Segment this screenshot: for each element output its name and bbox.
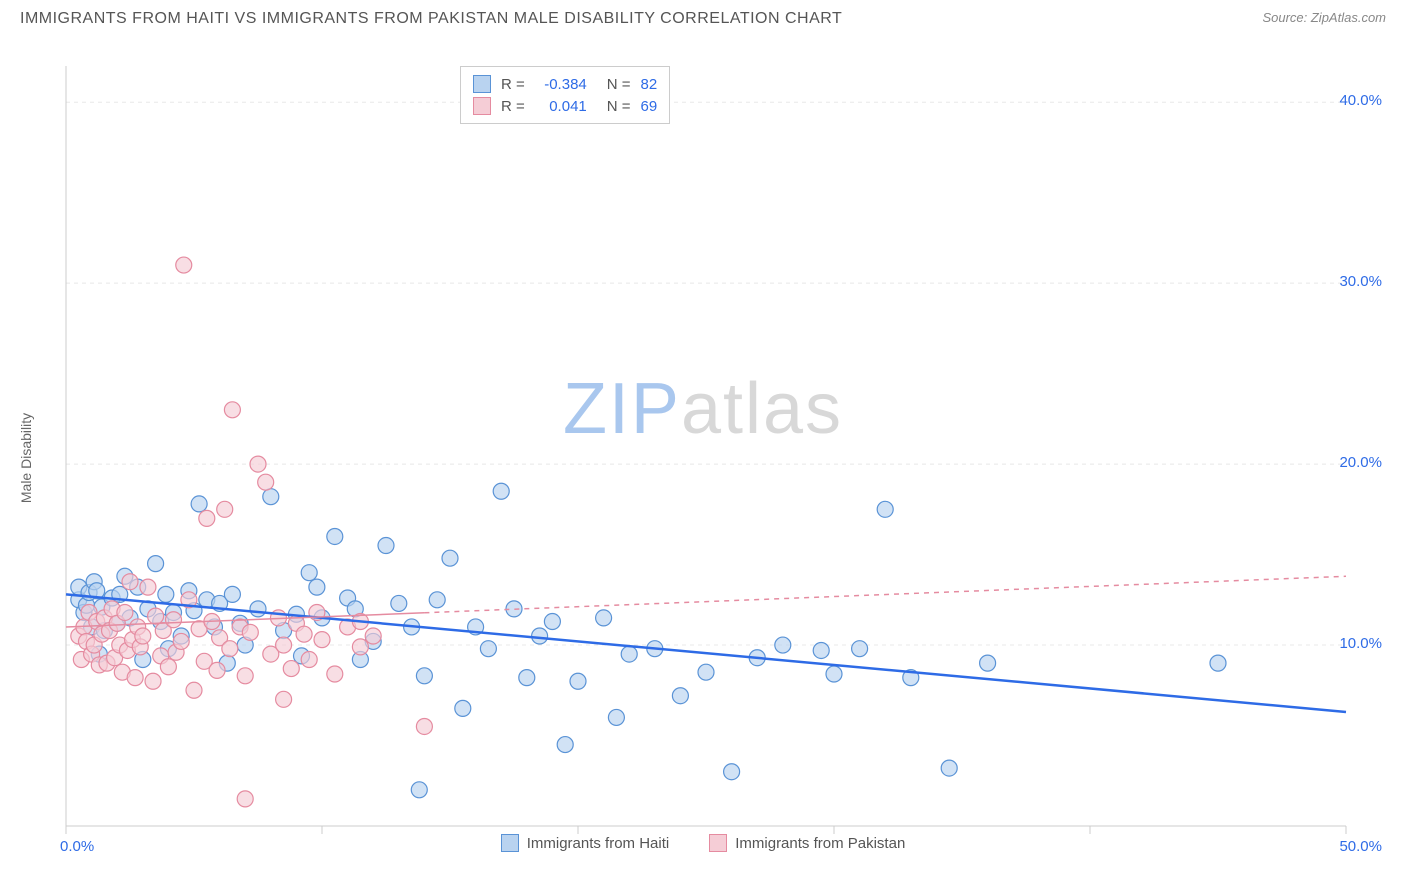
y-axis-label: Male Disability [18, 413, 34, 503]
legend-label: Immigrants from Haiti [527, 835, 670, 852]
corr-row-haiti: R = -0.384 N = 82 [473, 73, 657, 95]
corr-n-label: N = [607, 76, 631, 93]
bottom-legend: Immigrants from Haiti Immigrants from Pak… [20, 834, 1386, 852]
corr-n-value: 69 [641, 98, 658, 115]
corr-n-value: 82 [641, 76, 658, 93]
scatter-plot [20, 48, 1386, 848]
chart-area: Male Disability ZIPatlas R =-0.384N =82R… [20, 48, 1386, 868]
legend-label: Immigrants from Pakistan [735, 835, 905, 852]
y-tick-label: 20.0% [1339, 454, 1382, 471]
corr-row-pakistan: R = 0.041 N = 69 [473, 95, 657, 117]
corr-n-label: N = [607, 98, 631, 115]
legend-swatch [709, 834, 727, 852]
y-tick-label: 30.0% [1339, 273, 1382, 290]
corr-r-label: R = [501, 98, 525, 115]
y-tick-label: 40.0% [1339, 92, 1382, 109]
corr-swatch [473, 97, 491, 115]
legend-swatch [501, 834, 519, 852]
correlation-box: R = -0.384 N = 82 R = 0.041 N = 69 [460, 66, 670, 124]
chart-title: IMMIGRANTS FROM HAITI VS IMMIGRANTS FROM… [20, 10, 842, 28]
legend-item-pakistan: Immigrants from Pakistan [709, 834, 905, 852]
y-tick-label: 10.0% [1339, 635, 1382, 652]
corr-swatch [473, 75, 491, 93]
source-label: Source: ZipAtlas.com [1262, 10, 1386, 25]
corr-r-label: R = [501, 76, 525, 93]
legend-item-haiti: Immigrants from Haiti [501, 834, 670, 852]
title-bar: IMMIGRANTS FROM HAITI VS IMMIGRANTS FROM… [0, 0, 1406, 34]
corr-r-value: -0.384 [535, 76, 587, 93]
corr-r-value: 0.041 [535, 98, 587, 115]
